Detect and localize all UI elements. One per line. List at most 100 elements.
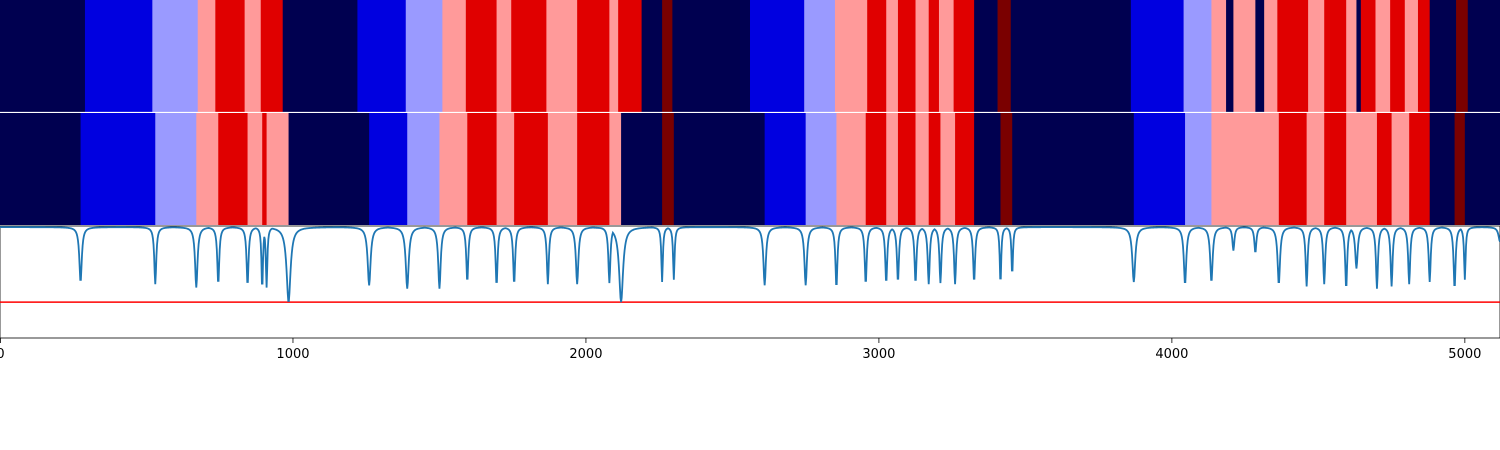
seg-a-segment [577, 0, 610, 112]
seg-b-segment [262, 113, 267, 225]
seg-a-segment [641, 0, 663, 112]
seg-b-segment [439, 113, 468, 225]
x-tick-label: 0 [0, 347, 5, 362]
seg-a-segment [197, 0, 216, 112]
seg-b-segment [1391, 113, 1410, 225]
seg-b-segment [196, 113, 219, 225]
seg-b-segment [1278, 113, 1308, 225]
seg-a-segment [662, 0, 673, 112]
seg-a-segment [84, 0, 153, 112]
seg-a-segment [1467, 0, 1500, 112]
seg-b-segment [1409, 113, 1431, 225]
seg-b-segment [1185, 113, 1212, 225]
seg-a-segment [1211, 0, 1227, 112]
seg-b-segment [836, 113, 867, 225]
seg-b-segment [514, 113, 549, 225]
seg-a-segment [546, 0, 578, 112]
seg-b-segment [547, 113, 578, 225]
seg-a-segment [609, 0, 619, 112]
seg-a-segment [672, 0, 751, 112]
seg-a-segment [1360, 0, 1376, 112]
seg-b-segment [1012, 113, 1135, 225]
x-tick-label: 1000 [276, 347, 309, 362]
seg-b-segment [673, 113, 766, 225]
confidence-curve [0, 226, 1500, 303]
seg-b-segment [155, 113, 197, 225]
seg-a-segment [1390, 0, 1406, 112]
seg-b-segment [407, 113, 440, 225]
seg-a-segment [511, 0, 547, 112]
seg-a-segment [1277, 0, 1309, 112]
seg-a-segment [618, 0, 642, 112]
seg-a-segment [997, 0, 1012, 112]
seg-a-segment [1417, 0, 1431, 112]
seg-a-segment [1429, 0, 1457, 112]
seg-a-segment [804, 0, 836, 112]
seg-b-segment [577, 113, 610, 225]
seg-b-segment [955, 113, 975, 225]
seg-a-segment [750, 0, 805, 112]
seg-a-segment [0, 0, 86, 112]
x-tick-label: 2000 [569, 347, 602, 362]
seg-b-segment [915, 113, 930, 225]
seg-b-segment [1376, 113, 1392, 225]
seg-a-segment [465, 0, 497, 112]
seg-a-segment [215, 0, 246, 112]
seg-a-segment [1346, 0, 1357, 112]
seg-b-segment [662, 113, 675, 225]
seg-b-segment [1306, 113, 1325, 225]
seg-a-segment [938, 0, 955, 112]
seg-a-segment [1233, 0, 1256, 112]
seg-b-segment [218, 113, 248, 225]
seg-a-segment [974, 0, 998, 112]
seg-b-segment [621, 113, 663, 225]
seg-a-segment [915, 0, 930, 112]
seg-a-segment [405, 0, 443, 112]
seg-b-segment [369, 113, 408, 225]
seg-b-segment [80, 113, 156, 225]
seg-a-segment [1308, 0, 1325, 112]
seg-a-segment [152, 0, 199, 112]
x-tick-label: 5000 [1448, 347, 1481, 362]
seg-a-segment [867, 0, 887, 112]
seg-b-segment [1211, 113, 1280, 225]
seg-a-segment [1356, 0, 1362, 112]
seg-b-segment [1429, 113, 1455, 225]
seg-a-segment [282, 0, 358, 112]
seg-b-segment [1454, 113, 1466, 225]
seg-b-segment [1133, 113, 1186, 225]
seg-a-segment [260, 0, 284, 112]
seg-b-segment [805, 113, 837, 225]
segmentation-strip-top [0, 0, 1500, 112]
confidence-plot-frame [0, 225, 1500, 339]
seg-b-segment [940, 113, 956, 225]
x-tick-label: 3000 [862, 347, 895, 362]
confidence-panel [0, 225, 1500, 339]
seg-a-segment [1010, 0, 1132, 112]
seg-b-segment [609, 113, 622, 225]
seg-b-segment [865, 113, 887, 225]
seg-a-segment [897, 0, 916, 112]
seg-a-segment [1264, 0, 1278, 112]
seg-a-segment [244, 0, 262, 112]
seg-b-segment [1464, 113, 1500, 225]
seg-a-segment [1456, 0, 1469, 112]
seg-a-segment [1226, 0, 1234, 112]
seg-b-segment [928, 113, 941, 225]
seg-a-segment [442, 0, 467, 112]
seg-a-segment [1183, 0, 1212, 112]
seg-b-segment [886, 113, 899, 225]
seg-a-segment [496, 0, 512, 112]
seg-b-segment [496, 113, 515, 225]
seg-b-segment [467, 113, 497, 225]
seg-b-segment [897, 113, 916, 225]
seg-a-segment [1404, 0, 1419, 112]
seg-b-segment [974, 113, 1001, 225]
seg-a-segment [357, 0, 407, 112]
seg-b-segment [1000, 113, 1013, 225]
seg-b-segment [764, 113, 807, 225]
seg-a-segment [928, 0, 940, 112]
seg-a-segment [1255, 0, 1265, 112]
seg-b-segment [0, 113, 81, 225]
